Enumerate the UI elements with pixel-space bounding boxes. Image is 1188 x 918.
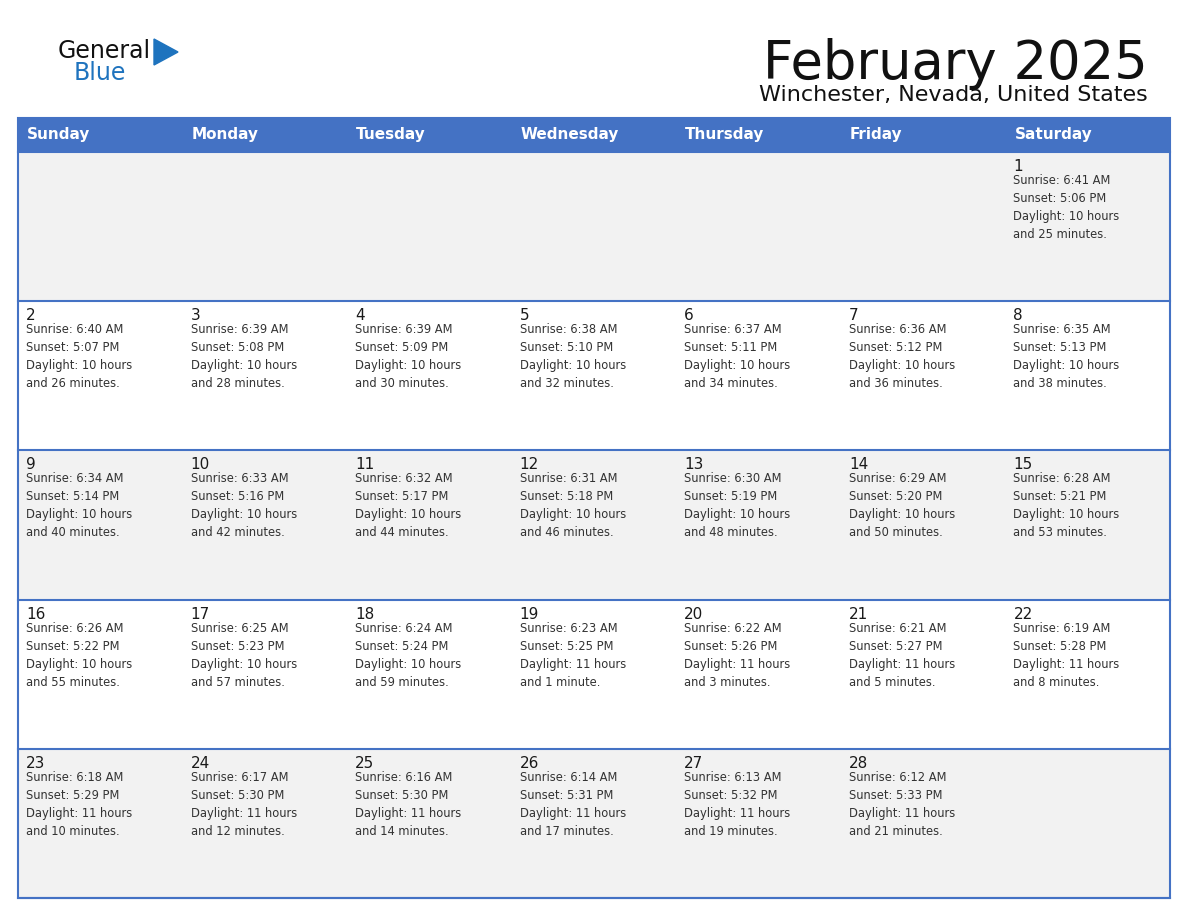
Polygon shape [154, 39, 178, 65]
Text: 6: 6 [684, 308, 694, 323]
Text: Sunrise: 6:26 AM
Sunset: 5:22 PM
Daylight: 10 hours
and 55 minutes.: Sunrise: 6:26 AM Sunset: 5:22 PM Dayligh… [26, 621, 132, 688]
Text: Sunday: Sunday [27, 128, 90, 142]
Text: Sunrise: 6:24 AM
Sunset: 5:24 PM
Daylight: 10 hours
and 59 minutes.: Sunrise: 6:24 AM Sunset: 5:24 PM Dayligh… [355, 621, 461, 688]
Bar [18, 451, 1170, 599]
Text: 24: 24 [190, 756, 210, 771]
Text: Sunrise: 6:31 AM
Sunset: 5:18 PM
Daylight: 10 hours
and 46 minutes.: Sunrise: 6:31 AM Sunset: 5:18 PM Dayligh… [519, 473, 626, 540]
Text: 19: 19 [519, 607, 539, 621]
Text: Sunrise: 6:29 AM
Sunset: 5:20 PM
Daylight: 10 hours
and 50 minutes.: Sunrise: 6:29 AM Sunset: 5:20 PM Dayligh… [849, 473, 955, 540]
Text: Blue: Blue [74, 61, 126, 85]
Text: 12: 12 [519, 457, 539, 473]
Text: Sunrise: 6:33 AM
Sunset: 5:16 PM
Daylight: 10 hours
and 42 minutes.: Sunrise: 6:33 AM Sunset: 5:16 PM Dayligh… [190, 473, 297, 540]
Text: Sunrise: 6:25 AM
Sunset: 5:23 PM
Daylight: 10 hours
and 57 minutes.: Sunrise: 6:25 AM Sunset: 5:23 PM Dayligh… [190, 621, 297, 688]
Text: Sunrise: 6:19 AM
Sunset: 5:28 PM
Daylight: 11 hours
and 8 minutes.: Sunrise: 6:19 AM Sunset: 5:28 PM Dayligh… [1013, 621, 1119, 688]
Text: Sunrise: 6:21 AM
Sunset: 5:27 PM
Daylight: 11 hours
and 5 minutes.: Sunrise: 6:21 AM Sunset: 5:27 PM Dayligh… [849, 621, 955, 688]
Text: 9: 9 [26, 457, 36, 473]
Text: Sunrise: 6:28 AM
Sunset: 5:21 PM
Daylight: 10 hours
and 53 minutes.: Sunrise: 6:28 AM Sunset: 5:21 PM Dayligh… [1013, 473, 1119, 540]
Text: Sunrise: 6:38 AM
Sunset: 5:10 PM
Daylight: 10 hours
and 32 minutes.: Sunrise: 6:38 AM Sunset: 5:10 PM Dayligh… [519, 323, 626, 390]
Text: 26: 26 [519, 756, 539, 771]
Text: Thursday: Thursday [685, 128, 765, 142]
Text: 25: 25 [355, 756, 374, 771]
Text: 20: 20 [684, 607, 703, 621]
Text: Sunrise: 6:39 AM
Sunset: 5:09 PM
Daylight: 10 hours
and 30 minutes.: Sunrise: 6:39 AM Sunset: 5:09 PM Dayligh… [355, 323, 461, 390]
Text: 1: 1 [1013, 159, 1023, 174]
Text: Sunrise: 6:18 AM
Sunset: 5:29 PM
Daylight: 11 hours
and 10 minutes.: Sunrise: 6:18 AM Sunset: 5:29 PM Dayligh… [26, 771, 132, 838]
Text: 3: 3 [190, 308, 201, 323]
Bar [18, 118, 1170, 898]
Text: General: General [58, 39, 151, 63]
Text: 10: 10 [190, 457, 210, 473]
Text: Sunrise: 6:39 AM
Sunset: 5:08 PM
Daylight: 10 hours
and 28 minutes.: Sunrise: 6:39 AM Sunset: 5:08 PM Dayligh… [190, 323, 297, 390]
Text: 4: 4 [355, 308, 365, 323]
Text: February 2025: February 2025 [763, 38, 1148, 90]
Bar [18, 599, 1170, 749]
Text: 16: 16 [26, 607, 45, 621]
Text: 5: 5 [519, 308, 530, 323]
Bar [18, 749, 1170, 898]
Text: Sunrise: 6:34 AM
Sunset: 5:14 PM
Daylight: 10 hours
and 40 minutes.: Sunrise: 6:34 AM Sunset: 5:14 PM Dayligh… [26, 473, 132, 540]
Text: Sunrise: 6:36 AM
Sunset: 5:12 PM
Daylight: 10 hours
and 36 minutes.: Sunrise: 6:36 AM Sunset: 5:12 PM Dayligh… [849, 323, 955, 390]
Bar [18, 301, 1170, 451]
Text: Sunrise: 6:30 AM
Sunset: 5:19 PM
Daylight: 10 hours
and 48 minutes.: Sunrise: 6:30 AM Sunset: 5:19 PM Dayligh… [684, 473, 790, 540]
Text: Sunrise: 6:32 AM
Sunset: 5:17 PM
Daylight: 10 hours
and 44 minutes.: Sunrise: 6:32 AM Sunset: 5:17 PM Dayligh… [355, 473, 461, 540]
Text: Saturday: Saturday [1015, 128, 1092, 142]
Text: Friday: Friday [849, 128, 903, 142]
Text: Sunrise: 6:17 AM
Sunset: 5:30 PM
Daylight: 11 hours
and 12 minutes.: Sunrise: 6:17 AM Sunset: 5:30 PM Dayligh… [190, 771, 297, 838]
Text: 17: 17 [190, 607, 210, 621]
Text: 11: 11 [355, 457, 374, 473]
Text: Sunrise: 6:16 AM
Sunset: 5:30 PM
Daylight: 11 hours
and 14 minutes.: Sunrise: 6:16 AM Sunset: 5:30 PM Dayligh… [355, 771, 461, 838]
Text: Wednesday: Wednesday [520, 128, 619, 142]
Text: Sunrise: 6:41 AM
Sunset: 5:06 PM
Daylight: 10 hours
and 25 minutes.: Sunrise: 6:41 AM Sunset: 5:06 PM Dayligh… [1013, 174, 1119, 241]
Text: Sunrise: 6:40 AM
Sunset: 5:07 PM
Daylight: 10 hours
and 26 minutes.: Sunrise: 6:40 AM Sunset: 5:07 PM Dayligh… [26, 323, 132, 390]
Text: Sunrise: 6:37 AM
Sunset: 5:11 PM
Daylight: 10 hours
and 34 minutes.: Sunrise: 6:37 AM Sunset: 5:11 PM Dayligh… [684, 323, 790, 390]
Bar [18, 118, 1170, 152]
Text: Sunrise: 6:12 AM
Sunset: 5:33 PM
Daylight: 11 hours
and 21 minutes.: Sunrise: 6:12 AM Sunset: 5:33 PM Dayligh… [849, 771, 955, 838]
Text: 18: 18 [355, 607, 374, 621]
Text: Sunrise: 6:35 AM
Sunset: 5:13 PM
Daylight: 10 hours
and 38 minutes.: Sunrise: 6:35 AM Sunset: 5:13 PM Dayligh… [1013, 323, 1119, 390]
Bar [18, 152, 1170, 301]
Text: 28: 28 [849, 756, 868, 771]
Text: Sunrise: 6:23 AM
Sunset: 5:25 PM
Daylight: 11 hours
and 1 minute.: Sunrise: 6:23 AM Sunset: 5:25 PM Dayligh… [519, 621, 626, 688]
Text: Sunrise: 6:14 AM
Sunset: 5:31 PM
Daylight: 11 hours
and 17 minutes.: Sunrise: 6:14 AM Sunset: 5:31 PM Dayligh… [519, 771, 626, 838]
Text: Sunrise: 6:22 AM
Sunset: 5:26 PM
Daylight: 11 hours
and 3 minutes.: Sunrise: 6:22 AM Sunset: 5:26 PM Dayligh… [684, 621, 790, 688]
Text: 2: 2 [26, 308, 36, 323]
Text: Monday: Monday [191, 128, 259, 142]
Text: 14: 14 [849, 457, 868, 473]
Text: Tuesday: Tuesday [356, 128, 425, 142]
Text: 7: 7 [849, 308, 859, 323]
Text: 13: 13 [684, 457, 703, 473]
Text: 15: 15 [1013, 457, 1032, 473]
Text: 8: 8 [1013, 308, 1023, 323]
Text: 22: 22 [1013, 607, 1032, 621]
Text: 27: 27 [684, 756, 703, 771]
Text: Sunrise: 6:13 AM
Sunset: 5:32 PM
Daylight: 11 hours
and 19 minutes.: Sunrise: 6:13 AM Sunset: 5:32 PM Dayligh… [684, 771, 790, 838]
Text: 23: 23 [26, 756, 45, 771]
Text: Winchester, Nevada, United States: Winchester, Nevada, United States [759, 85, 1148, 105]
Text: 21: 21 [849, 607, 868, 621]
